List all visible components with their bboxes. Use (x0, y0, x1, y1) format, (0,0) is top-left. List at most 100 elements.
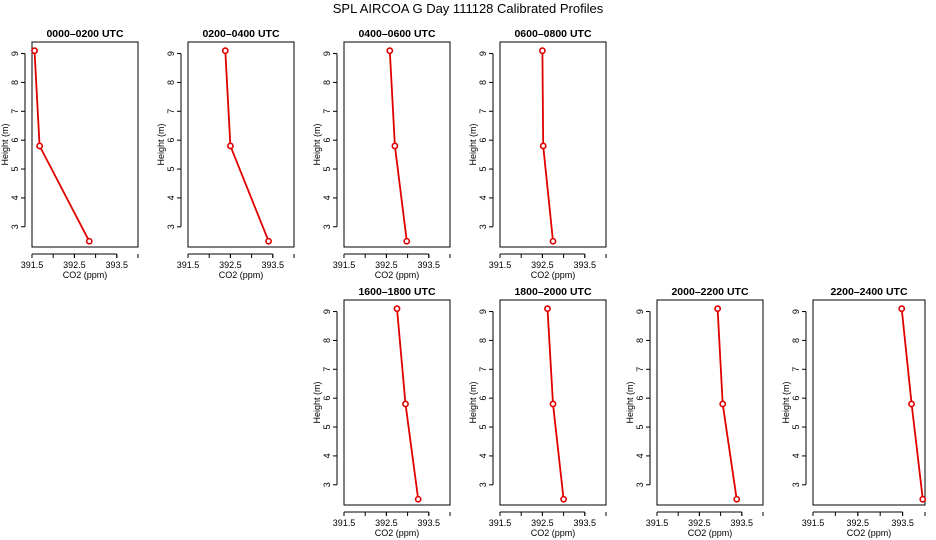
y-tick-label: 5 (10, 167, 20, 172)
y-tick-label: 7 (10, 109, 20, 114)
profile-point (414, 495, 422, 503)
y-tick-label: 9 (635, 309, 645, 314)
x-tick-label: 392.5 (63, 260, 86, 270)
profile-point (403, 237, 411, 245)
profile-point (226, 142, 234, 150)
profile-point (714, 305, 722, 313)
x-tick-label: 393.5 (418, 260, 441, 270)
profile-point (393, 305, 401, 313)
y-tick-label: 4 (478, 195, 488, 200)
y-tick-label: 6 (478, 396, 488, 401)
profile-point (719, 400, 727, 408)
y-axis-label: Height (m) (625, 381, 635, 423)
y-tick-label: 3 (10, 224, 20, 229)
panel-title: 0400–0600 UTC (358, 28, 435, 40)
x-tick-label: 393.5 (731, 518, 754, 528)
profile-point (908, 400, 915, 408)
y-tick-label: 5 (635, 425, 645, 430)
x-axis-label: CO2 (ppm) (375, 528, 420, 538)
y-tick-label: 8 (166, 80, 176, 85)
y-tick-label: 6 (166, 138, 176, 143)
y-tick-label: 4 (635, 453, 645, 458)
y-tick-label: 7 (166, 109, 176, 114)
y-tick-label: 9 (322, 51, 332, 56)
y-tick-label: 6 (10, 138, 20, 143)
y-tick-label: 5 (478, 425, 488, 430)
x-tick-label: 391.5 (489, 260, 512, 270)
profile-point (549, 400, 557, 408)
y-tick-label: 7 (322, 367, 332, 372)
x-axis-label: CO2 (ppm) (531, 528, 576, 538)
y-tick-label: 4 (478, 453, 488, 458)
y-tick-label: 8 (635, 338, 645, 343)
panel-title: 1800–2000 UTC (514, 286, 591, 298)
profile-point (919, 495, 927, 503)
y-tick-label: 3 (791, 482, 801, 487)
x-axis-label: CO2 (ppm) (219, 270, 264, 280)
y-axis-label: Height (m) (781, 381, 791, 423)
profile-point (265, 237, 272, 245)
profile-point (31, 47, 38, 55)
y-tick-label: 6 (322, 138, 332, 143)
y-tick-label: 9 (166, 51, 176, 56)
profile-point (733, 495, 741, 503)
y-tick-label: 8 (478, 80, 488, 85)
y-tick-label: 5 (478, 167, 488, 172)
profile-point (560, 495, 567, 503)
y-tick-label: 5 (791, 425, 801, 430)
y-tick-label: 5 (322, 425, 332, 430)
profile-point (898, 305, 906, 313)
profile-point (402, 400, 409, 408)
x-axis-label: CO2 (ppm) (531, 270, 576, 280)
y-tick-label: 8 (322, 338, 332, 343)
y-tick-label: 7 (791, 367, 801, 372)
x-tick-label: 393.5 (574, 518, 597, 528)
y-tick-label: 6 (322, 396, 332, 401)
plot-frame (812, 299, 926, 506)
page-title: SPL AIRCOA G Day 111128 Calibrated Profi… (332, 1, 604, 16)
x-tick-label: 392.5 (531, 518, 554, 528)
profile-point (391, 142, 399, 150)
x-tick-label: 391.5 (21, 260, 44, 270)
panel-title: 2200–2400 UTC (830, 286, 907, 298)
panel-title: 2000–2200 UTC (671, 286, 748, 298)
y-tick-label: 7 (478, 109, 488, 114)
profile-point (544, 305, 551, 313)
profile-point (549, 237, 557, 245)
y-tick-label: 7 (478, 367, 488, 372)
y-axis-label: Height (m) (156, 123, 166, 165)
y-tick-label: 4 (322, 195, 332, 200)
plot-frame (343, 299, 451, 506)
profile-point (221, 47, 229, 55)
y-tick-label: 3 (322, 224, 332, 229)
y-tick-label: 7 (322, 109, 332, 114)
panel-title: 0200–0400 UTC (202, 28, 279, 40)
plot-frame (499, 41, 607, 248)
y-tick-label: 5 (322, 167, 332, 172)
x-tick-label: 391.5 (177, 260, 200, 270)
y-tick-label: 8 (322, 80, 332, 85)
y-axis-label: Height (m) (468, 123, 478, 165)
y-tick-label: 6 (791, 396, 801, 401)
x-tick-label: 393.5 (891, 518, 914, 528)
profile-point (36, 142, 44, 150)
profile-point (539, 47, 546, 55)
y-tick-label: 4 (10, 195, 20, 200)
y-tick-label: 9 (10, 51, 20, 56)
y-tick-label: 3 (166, 224, 176, 229)
y-tick-label: 7 (635, 367, 645, 372)
x-axis-label: CO2 (ppm) (375, 270, 420, 280)
x-tick-label: 393.5 (106, 260, 129, 270)
x-tick-label: 391.5 (333, 260, 356, 270)
y-tick-label: 3 (478, 482, 488, 487)
x-tick-label: 393.5 (418, 518, 441, 528)
y-tick-label: 9 (478, 51, 488, 56)
plot-frame (499, 299, 607, 506)
